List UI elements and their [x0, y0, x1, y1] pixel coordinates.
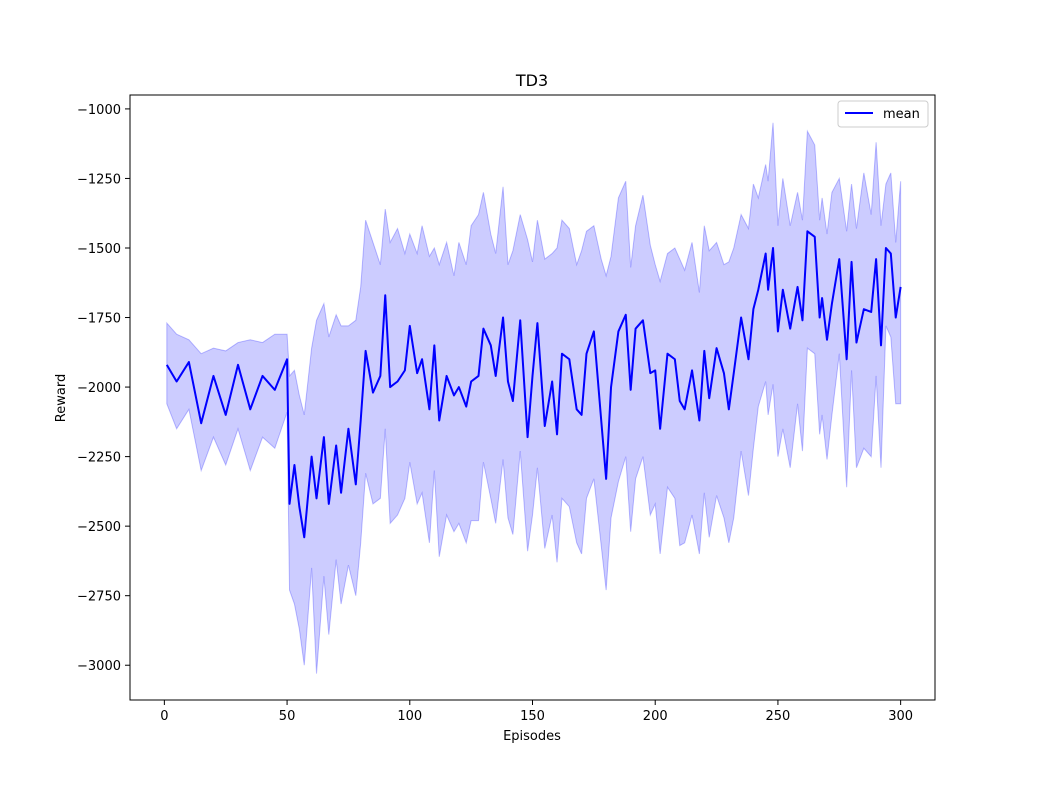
std-band — [166, 122, 902, 674]
y-tick-label: −1000 — [77, 103, 121, 118]
x-tick-label: 250 — [766, 709, 791, 724]
mean-line — [165, 230, 902, 539]
x-tick-label: 150 — [520, 709, 545, 724]
legend: mean — [837, 100, 929, 128]
y-tick-label: −1250 — [77, 172, 121, 187]
plot-area — [129, 94, 936, 701]
x-axis: 0 50 100 150 200 250 300 — [160, 700, 913, 724]
mean-line-path — [165, 230, 902, 539]
y-tick-label: −2500 — [77, 520, 121, 535]
legend-label-mean: mean — [883, 107, 920, 122]
y-tick-label: −2250 — [77, 451, 121, 466]
y-axis-label: Reward — [54, 374, 69, 422]
y-tick-label: −2750 — [77, 590, 121, 605]
y-tick-label: −2000 — [77, 381, 121, 396]
y-tick-label: −1500 — [77, 242, 121, 257]
y-axis: −3000 −2750 −2500 −2250 −2000 −1750 −1500 −1250… — [77, 103, 130, 674]
std-band-area — [166, 122, 902, 674]
y-tick-label: −1750 — [77, 312, 121, 327]
y-tick-label: −3000 — [77, 659, 121, 674]
x-tick-label: 200 — [643, 709, 668, 724]
x-tick-label: 300 — [888, 709, 913, 724]
x-tick-label: 0 — [160, 709, 168, 724]
x-axis-label: Episodes — [503, 729, 561, 744]
x-tick-label: 50 — [279, 709, 296, 724]
legend-box — [837, 100, 929, 128]
chart-title: TD3 — [515, 71, 548, 90]
x-tick-label: 100 — [397, 709, 422, 724]
